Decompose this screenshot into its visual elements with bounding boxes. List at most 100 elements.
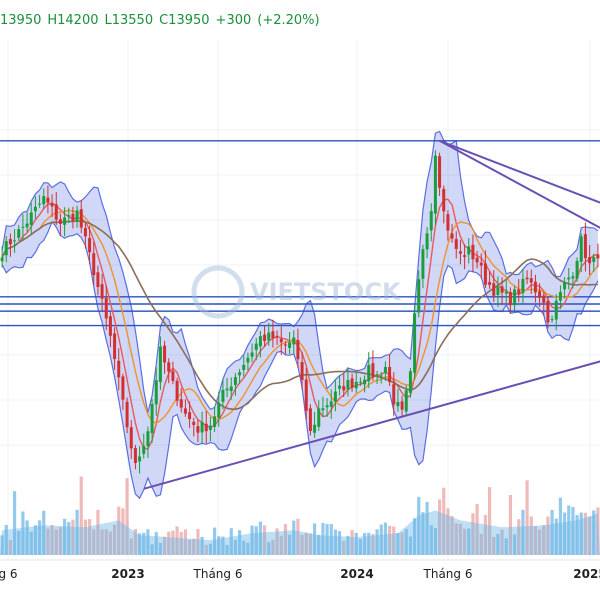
volume-bar	[362, 533, 367, 555]
candle-body	[25, 223, 29, 228]
volume-bar	[387, 525, 392, 555]
candle-body	[321, 408, 325, 411]
candle-body	[383, 366, 387, 374]
candle-body	[125, 401, 129, 428]
x-tick-label: Tháng 6	[193, 567, 243, 581]
volume-bar	[246, 542, 250, 555]
volume-bar	[562, 512, 567, 555]
candle-body	[517, 289, 521, 294]
candle-body	[8, 239, 12, 245]
volume-bar	[546, 516, 550, 555]
bollinger-upper	[1, 130, 599, 413]
volume-area	[0, 510, 600, 555]
candle-body	[71, 213, 75, 221]
candle-body	[138, 456, 142, 462]
candle-body	[88, 238, 92, 253]
candle-body	[121, 376, 125, 400]
candle-body	[413, 313, 417, 373]
ohlc-change: +300	[215, 12, 252, 28]
candle-body	[275, 335, 279, 337]
candle-body	[229, 386, 233, 392]
volume-bar	[221, 536, 225, 555]
candle-body	[592, 257, 596, 262]
volume-bar	[458, 523, 463, 555]
candle-body	[488, 282, 492, 285]
volume-bar	[192, 538, 196, 555]
candle-body	[371, 363, 375, 378]
volume-bar	[17, 531, 21, 555]
candle-body	[142, 445, 146, 454]
volume-bar	[279, 535, 283, 555]
volume-bar	[375, 529, 379, 555]
volume-bar	[4, 525, 8, 555]
volume-bar	[187, 539, 192, 555]
volume-bar	[50, 524, 54, 555]
volume-bar	[150, 544, 154, 555]
volume-bar	[8, 540, 13, 555]
candle-body	[279, 338, 283, 343]
volume-bar	[67, 521, 71, 555]
volume-bar	[183, 529, 188, 555]
x-axis: g 6 2023 Tháng 6 2024 Tháng 6 2025	[0, 559, 600, 581]
candle-body	[554, 300, 558, 320]
volume-bar	[492, 536, 496, 555]
volume-bar	[225, 544, 229, 555]
volume-bar	[367, 532, 371, 555]
ohlc-open: 13950	[0, 12, 42, 28]
candle-body	[458, 251, 462, 254]
volume-bar	[208, 543, 213, 555]
candle-body	[296, 339, 300, 360]
candle-body	[267, 332, 271, 341]
volume-bar	[287, 534, 292, 555]
volume-bar	[25, 520, 29, 555]
candle-body	[158, 346, 162, 383]
volume-bar	[379, 524, 383, 555]
candle-body	[258, 336, 262, 347]
volume-bar	[100, 529, 104, 555]
candle-body	[467, 246, 471, 255]
volume-bar	[304, 532, 308, 555]
volume-bar	[254, 526, 258, 555]
volume-bar	[300, 535, 304, 555]
volume-bar	[521, 509, 525, 555]
candle-body	[546, 300, 550, 323]
volume-bar	[171, 530, 175, 555]
volume-bar	[200, 536, 204, 555]
volume-bar	[242, 540, 246, 555]
volume-bar	[571, 507, 575, 555]
candle-body	[367, 365, 371, 382]
volume-bar	[179, 532, 183, 555]
volume-bar	[462, 528, 467, 555]
volume-bar	[42, 510, 46, 555]
candle-body	[42, 196, 46, 205]
volume-bar	[283, 524, 288, 555]
candle-body	[513, 289, 517, 306]
ma-slow-line	[1, 220, 598, 410]
volume-bar	[146, 529, 150, 555]
volume-bar	[525, 480, 529, 555]
ohlc-low: L13550	[104, 12, 154, 28]
volume-bar	[442, 487, 446, 555]
candle-body	[208, 425, 212, 430]
volume-bar	[87, 519, 92, 555]
candle-body	[396, 401, 400, 407]
volume-bar	[383, 522, 388, 555]
candle-body	[58, 219, 62, 224]
candle-body	[588, 257, 592, 264]
candle-body	[388, 366, 392, 383]
candle-body	[146, 431, 150, 447]
volume-bar	[542, 525, 546, 555]
volume-bar	[437, 499, 442, 555]
candle-body	[446, 214, 450, 231]
candle-body	[0, 257, 4, 262]
trendlines	[143, 139, 600, 490]
volume-bar	[508, 495, 513, 555]
candle-body	[63, 217, 67, 225]
volume-bar	[58, 527, 63, 555]
volume-bar	[312, 523, 317, 555]
volume-bar	[83, 519, 88, 555]
candle-body	[379, 375, 383, 377]
candle-body	[83, 228, 87, 237]
candle-body	[250, 352, 254, 357]
